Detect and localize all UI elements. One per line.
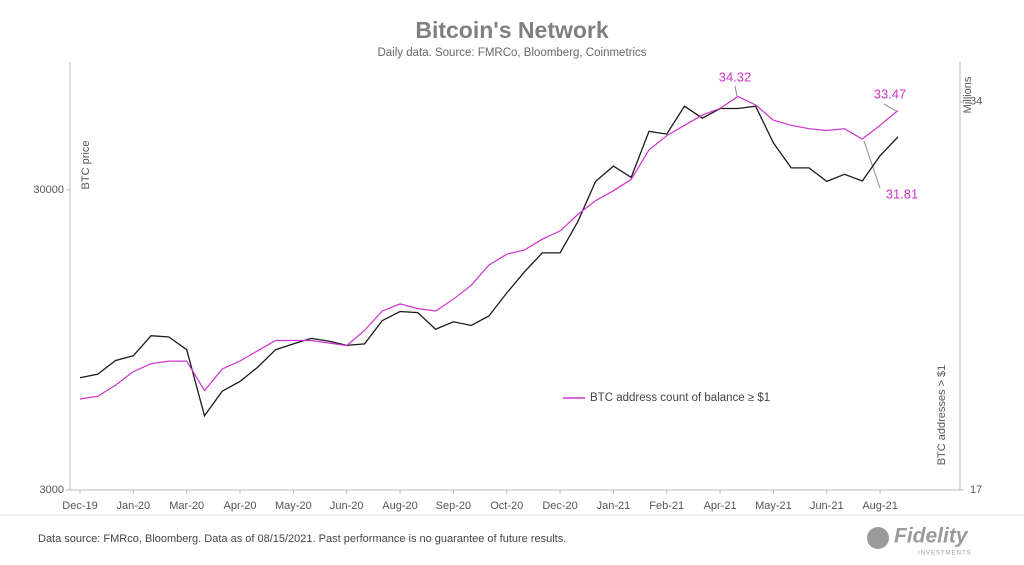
x-tick-label: Mar-20	[169, 500, 204, 512]
x-tick-label: May-21	[755, 500, 792, 512]
chart-subtitle: Daily data. Source: FMRCo, Bloomberg, Co…	[377, 47, 646, 59]
x-tick-label: Dec-20	[542, 500, 577, 512]
annotation: 34.32	[719, 69, 752, 84]
x-tick-label: Apr-21	[704, 500, 737, 512]
x-tick-label: Sep-20	[436, 500, 471, 512]
x-tick-label: Apr-20	[224, 500, 257, 512]
x-tick-label: Jun-21	[810, 500, 844, 512]
logo: Fidelity	[894, 525, 969, 548]
y2-unit-label: Millions	[962, 76, 974, 113]
y-axis-label: BTC price	[80, 141, 92, 190]
y2-tick-label: 34	[970, 96, 982, 108]
legend-label: BTC address count of balance ≥ $1	[590, 392, 770, 404]
x-tick-label: Dec-19	[62, 500, 97, 512]
x-tick-label: Feb-21	[649, 500, 684, 512]
footer-note: Data source: FMRco, Bloomberg. Data as o…	[38, 533, 566, 545]
x-tick-label: May-20	[275, 500, 312, 512]
annotation-leader	[863, 140, 881, 189]
y2-axis-label: BTC addresses > $1	[936, 365, 948, 466]
annotation-leader	[734, 85, 738, 97]
chart-title: Bitcoin's Network	[415, 17, 609, 43]
logo-mark	[867, 527, 889, 549]
annotation: 31.81	[886, 186, 919, 201]
y2-tick-label: 17	[970, 484, 982, 496]
series-line	[79, 105, 899, 418]
x-tick-label: Jan-20	[117, 500, 151, 512]
x-tick-label: Jun-20	[330, 500, 364, 512]
logo-subtext: INVESTMENTS	[918, 551, 972, 557]
series-line	[79, 95, 899, 400]
y-tick-label: 30000	[33, 184, 64, 196]
annotation: 33.47	[874, 86, 907, 101]
x-tick-label: Aug-21	[862, 500, 897, 512]
x-tick-label: Aug-20	[382, 500, 417, 512]
x-tick-label: Oct-20	[490, 500, 523, 512]
x-tick-label: Jan-21	[597, 500, 631, 512]
y-tick-label: 3000	[40, 484, 64, 496]
annotation-leader	[883, 103, 897, 112]
